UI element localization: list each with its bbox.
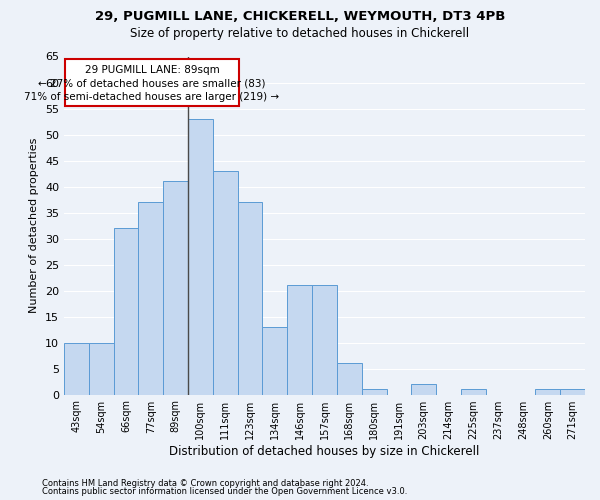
- X-axis label: Distribution of detached houses by size in Chickerell: Distribution of detached houses by size …: [169, 444, 479, 458]
- Bar: [238, 202, 262, 394]
- Bar: [89, 342, 113, 394]
- Bar: [213, 171, 238, 394]
- Bar: [262, 327, 287, 394]
- Text: 71% of semi-detached houses are larger (219) →: 71% of semi-detached houses are larger (…: [25, 92, 280, 102]
- Bar: [139, 202, 163, 394]
- Text: 29 PUGMILL LANE: 89sqm: 29 PUGMILL LANE: 89sqm: [85, 66, 220, 76]
- Text: Size of property relative to detached houses in Chickerell: Size of property relative to detached ho…: [130, 28, 470, 40]
- Bar: [188, 119, 213, 394]
- Text: ← 27% of detached houses are smaller (83): ← 27% of detached houses are smaller (83…: [38, 79, 266, 89]
- Text: Contains public sector information licensed under the Open Government Licence v3: Contains public sector information licen…: [42, 487, 407, 496]
- Bar: [337, 364, 362, 394]
- Bar: [163, 182, 188, 394]
- Bar: [461, 390, 486, 394]
- Bar: [287, 286, 312, 395]
- Y-axis label: Number of detached properties: Number of detached properties: [29, 138, 40, 313]
- FancyBboxPatch shape: [65, 59, 239, 106]
- Bar: [113, 228, 139, 394]
- Bar: [64, 342, 89, 394]
- Text: Contains HM Land Registry data © Crown copyright and database right 2024.: Contains HM Land Registry data © Crown c…: [42, 478, 368, 488]
- Bar: [535, 390, 560, 394]
- Bar: [560, 390, 585, 394]
- Bar: [412, 384, 436, 394]
- Text: 29, PUGMILL LANE, CHICKERELL, WEYMOUTH, DT3 4PB: 29, PUGMILL LANE, CHICKERELL, WEYMOUTH, …: [95, 10, 505, 23]
- Bar: [312, 286, 337, 395]
- Bar: [362, 390, 386, 394]
